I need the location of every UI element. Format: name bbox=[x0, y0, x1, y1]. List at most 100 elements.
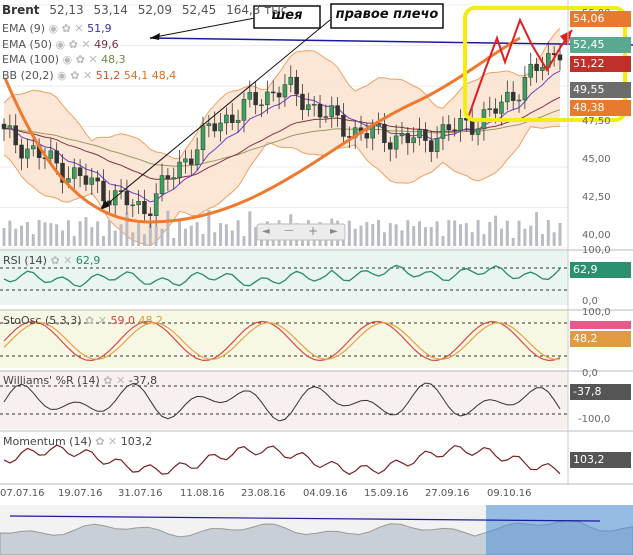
candle-body bbox=[440, 124, 446, 139]
volume-bar bbox=[505, 220, 509, 246]
volume-bar bbox=[523, 228, 527, 246]
volume-bar bbox=[499, 228, 503, 246]
volume-bar bbox=[61, 230, 65, 246]
bollinger-band-fill bbox=[4, 28, 560, 246]
volume-bar bbox=[271, 236, 275, 246]
candle-body bbox=[493, 108, 498, 114]
candle-body bbox=[499, 101, 504, 114]
candle-body bbox=[423, 129, 428, 141]
candle-body bbox=[417, 129, 422, 139]
bollinger-upper bbox=[3, 27, 561, 160]
candle-body bbox=[393, 135, 399, 150]
volume-bar bbox=[535, 212, 539, 246]
volume-bar bbox=[441, 236, 445, 246]
neck-arrow-line bbox=[149, 17, 256, 39]
volume-bar bbox=[137, 220, 141, 246]
candle-body bbox=[469, 119, 475, 135]
volume-bar bbox=[546, 220, 550, 246]
shoulder-label-box bbox=[330, 3, 444, 29]
pattern-arrow-head bbox=[560, 30, 572, 46]
candle-body bbox=[329, 105, 334, 117]
candle-body bbox=[189, 158, 194, 165]
candle-body bbox=[230, 114, 235, 123]
volume-bar bbox=[517, 220, 521, 246]
volume-bar bbox=[84, 217, 88, 246]
volume-bar bbox=[201, 234, 205, 246]
volume-bar bbox=[423, 227, 427, 246]
stochastic-d-line bbox=[3, 321, 561, 361]
candle-body bbox=[557, 54, 563, 61]
volume-bar bbox=[464, 223, 468, 246]
volume-bar bbox=[359, 225, 363, 246]
volume-bar bbox=[72, 236, 76, 246]
candle-body bbox=[71, 167, 77, 179]
volume-bar bbox=[529, 225, 533, 246]
volume-bar bbox=[400, 230, 404, 246]
candle-body bbox=[60, 162, 65, 183]
candle-body bbox=[323, 116, 329, 118]
volume-bar bbox=[353, 228, 357, 246]
navigator-window[interactable] bbox=[486, 505, 633, 555]
volume-bar bbox=[341, 237, 345, 246]
volume-bar bbox=[113, 230, 117, 246]
candle-body bbox=[136, 201, 141, 206]
candle-body bbox=[265, 91, 270, 106]
volume-bar bbox=[540, 234, 544, 246]
volume-bar bbox=[148, 222, 152, 246]
bollinger-lower bbox=[3, 125, 561, 247]
volume-bar bbox=[406, 220, 410, 246]
volume-bar bbox=[394, 224, 398, 246]
candle-body bbox=[364, 133, 370, 139]
volume-bar bbox=[230, 230, 234, 246]
candle-body bbox=[171, 177, 176, 180]
candle-body bbox=[446, 124, 452, 131]
candle-body bbox=[101, 180, 106, 202]
price-candles bbox=[1, 41, 563, 228]
volume-bar bbox=[453, 220, 457, 246]
volume-bar bbox=[90, 227, 94, 246]
candle-body bbox=[212, 123, 217, 132]
candle-body bbox=[399, 133, 405, 137]
volume-bar bbox=[476, 220, 480, 246]
candle-body bbox=[66, 178, 71, 183]
volume-bar bbox=[55, 224, 59, 246]
volume-bar bbox=[488, 222, 492, 246]
volume-bar bbox=[418, 221, 422, 246]
scroll-controls bbox=[256, 223, 346, 241]
candle-body bbox=[13, 125, 18, 146]
volume-bar bbox=[125, 213, 129, 246]
volume-bar bbox=[131, 232, 135, 246]
neckline bbox=[149, 37, 633, 46]
candle-body bbox=[218, 122, 223, 132]
navigator-baseline bbox=[9, 515, 601, 522]
volume-bar bbox=[195, 222, 199, 246]
volume-bar bbox=[96, 221, 100, 246]
momentum-line bbox=[3, 444, 561, 475]
rsi-line bbox=[3, 264, 561, 288]
volume-bar bbox=[377, 220, 381, 246]
volume-bar bbox=[25, 222, 29, 246]
ema50-line bbox=[3, 96, 561, 180]
candle-body bbox=[25, 148, 30, 159]
volume-bar bbox=[172, 237, 176, 246]
candle-body bbox=[194, 149, 200, 165]
candle-body bbox=[341, 114, 346, 137]
candle-body bbox=[1, 123, 7, 130]
volume-bar bbox=[347, 220, 351, 246]
volume-bar bbox=[254, 227, 258, 246]
candle-body bbox=[206, 123, 212, 126]
williams-line bbox=[3, 382, 561, 422]
neck-arrow-head bbox=[150, 33, 160, 40]
volume-bar bbox=[459, 224, 463, 246]
ema9-line bbox=[3, 70, 561, 203]
candle-body bbox=[376, 123, 381, 127]
candle-body bbox=[434, 138, 440, 152]
candle-body bbox=[311, 103, 317, 106]
candle-body bbox=[522, 77, 528, 101]
volume-bar bbox=[178, 220, 182, 246]
candle-body bbox=[235, 120, 241, 123]
head-curve bbox=[3, 36, 521, 224]
volume-bar bbox=[242, 236, 246, 246]
volume-bar bbox=[388, 223, 392, 246]
